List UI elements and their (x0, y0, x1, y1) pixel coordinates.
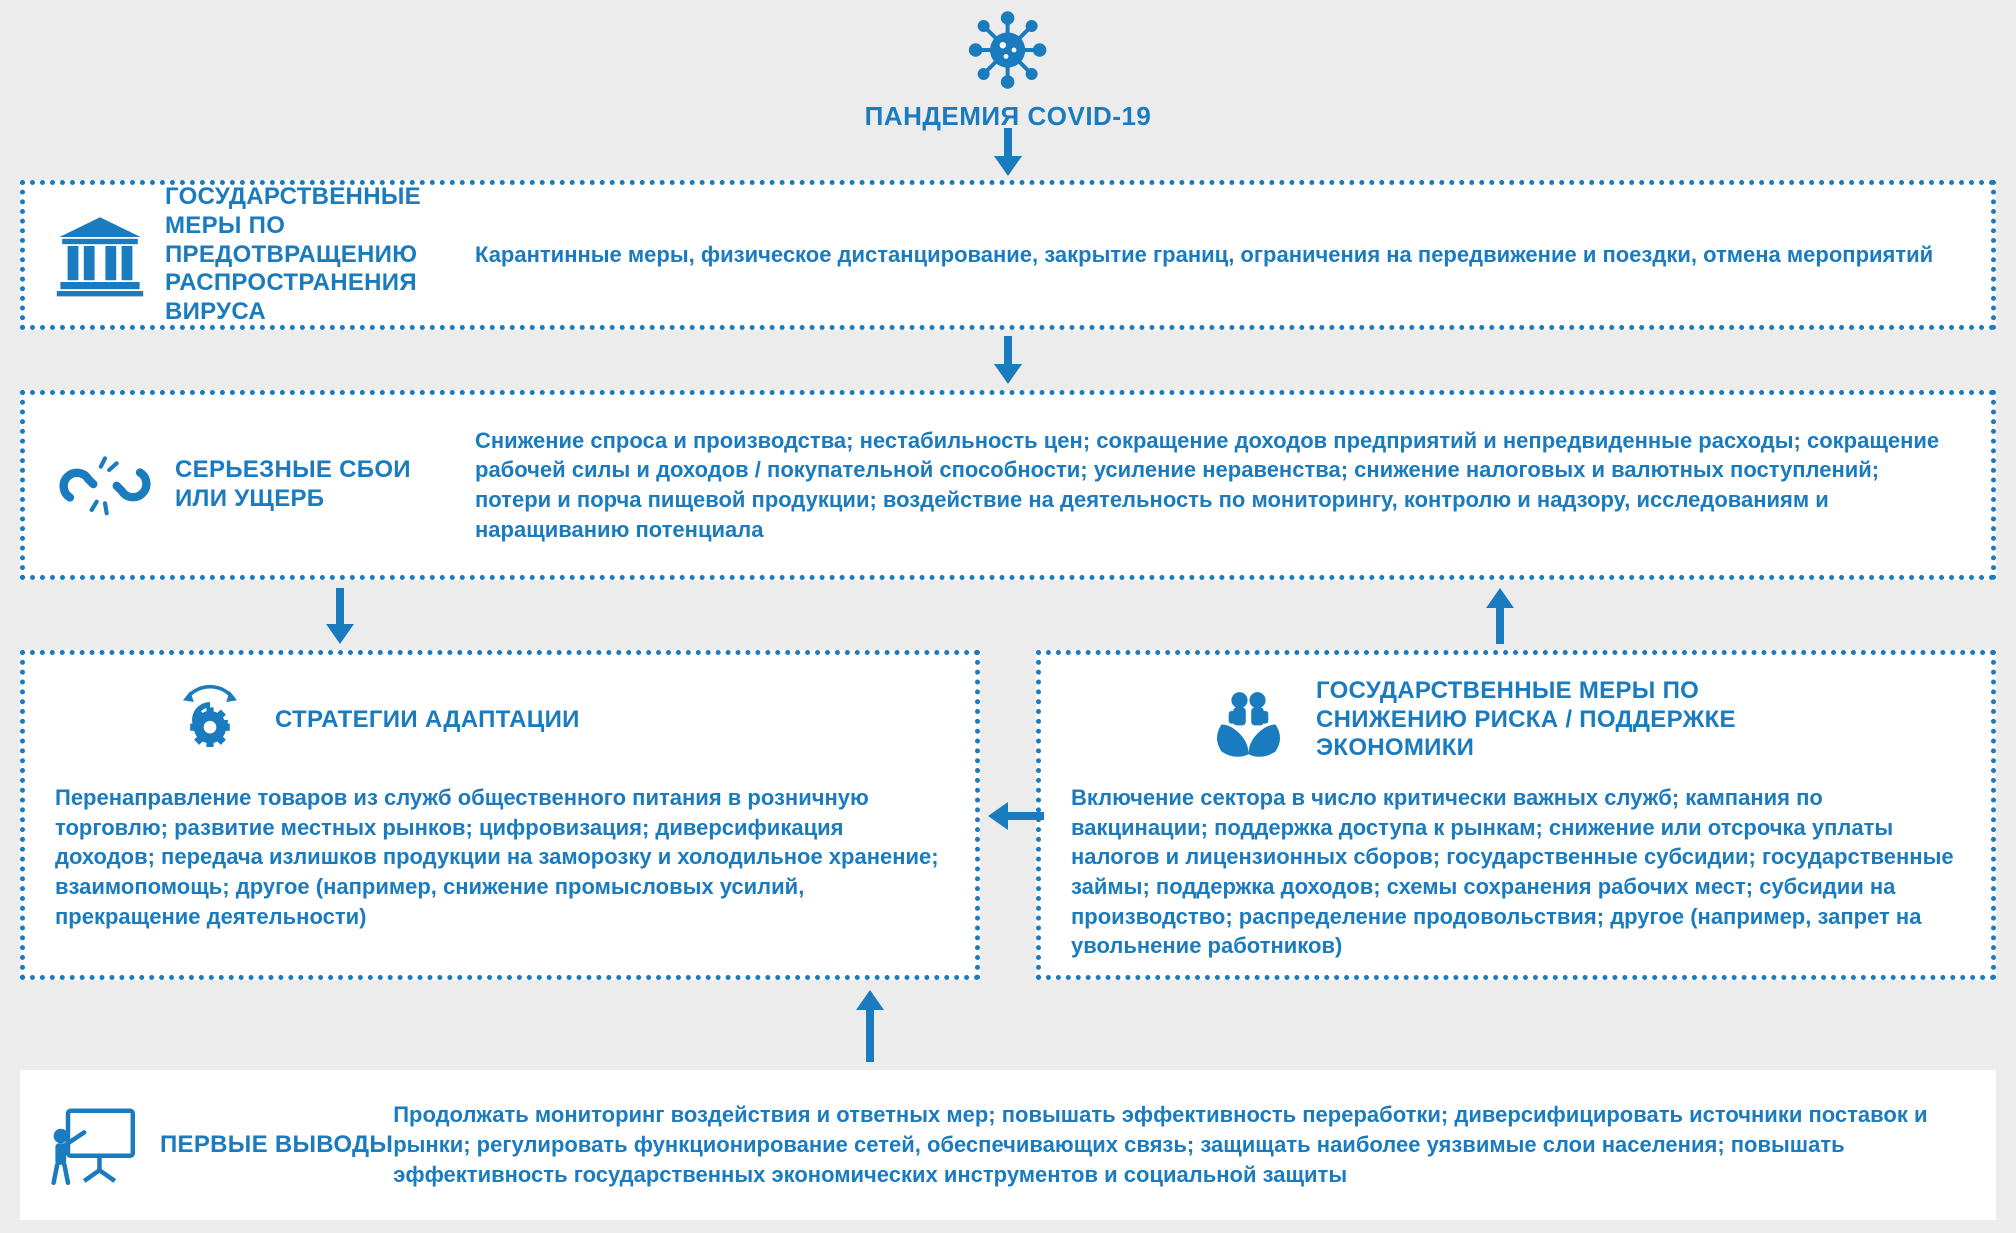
box-disruption: СЕРЬЕЗНЫЕ СБОИ ИЛИ УЩЕРБ Снижение спроса… (20, 390, 1996, 580)
gov-prevent-body: Карантинные меры, физическое дистанциров… (475, 240, 1961, 270)
title-block: ПАНДЕМИЯ COVID-19 (865, 10, 1152, 132)
adapt-body: Перенаправление товаров из служб обществ… (55, 783, 945, 931)
institution-icon (55, 210, 145, 300)
gov-prevent-heading: ГОСУДАРСТВЕННЫЕ МЕРЫ ПО ПРЕДОТВРАЩЕНИЮ Р… (165, 183, 465, 327)
box-adapt: СТРАТЕГИИ АДАПТАЦИИ Перенаправление това… (20, 650, 980, 980)
box-gov-support: ГОСУДАРСТВЕННЫЕ МЕРЫ ПО СНИЖЕНИЮ РИСКА /… (1036, 650, 1996, 980)
arrow-down-1 (992, 128, 1024, 176)
arrow-left-5 (988, 800, 1044, 832)
arrow-down-3 (324, 588, 356, 644)
support-hands-icon (1201, 675, 1296, 765)
disruption-heading: СЕРЬЕЗНЫЕ СБОИ ИЛИ УЩЕРБ (175, 456, 435, 514)
gov-support-body: Включение сектора в число критически важ… (1071, 783, 1961, 961)
arrow-down-2 (992, 336, 1024, 384)
arrow-up-6 (854, 990, 886, 1062)
lessons-heading: ПЕРВЫЕ ВЫВОДЫ (160, 1131, 393, 1160)
disruption-body: Снижение спроса и производства; нестабил… (475, 426, 1961, 545)
presentation-icon (50, 1100, 140, 1190)
box-lessons: ПЕРВЫЕ ВЫВОДЫ Продолжать мониторинг возд… (20, 1070, 1996, 1220)
virus-icon (968, 10, 1048, 90)
gov-support-heading: ГОСУДАРСТВЕННЫЕ МЕРЫ ПО СНИЖЕНИЮ РИСКА /… (1316, 677, 1766, 763)
broken-chain-icon (55, 450, 155, 520)
arrow-up-4 (1484, 588, 1516, 644)
gear-cycle-icon (165, 675, 255, 765)
lessons-body: Продолжать мониторинг воздействия и отве… (393, 1100, 1966, 1189)
adapt-heading: СТРАТЕГИИ АДАПТАЦИИ (275, 706, 580, 735)
box-gov-prevent: ГОСУДАРСТВЕННЫЕ МЕРЫ ПО ПРЕДОТВРАЩЕНИЮ Р… (20, 180, 1996, 330)
